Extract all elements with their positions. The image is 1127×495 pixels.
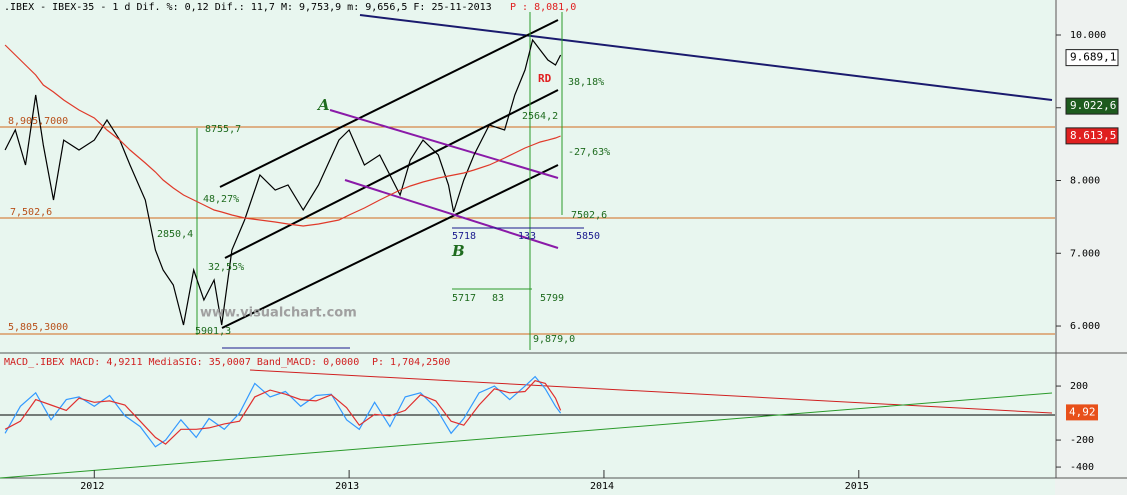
y-tick-label: 200 [1070,381,1088,392]
channel-line [224,89,559,259]
drawings [0,12,1055,479]
annotation: 8,905,7000 [8,116,68,127]
value-box [1066,404,1098,421]
price-label: 8.613,5 [1070,129,1116,142]
price-box [1065,127,1119,145]
channel-line [221,164,559,329]
price-box [1065,49,1119,67]
annotation: 133 [518,231,536,242]
annotation: 7,502,6 [10,207,52,218]
annotation: 7502,6 [571,210,607,221]
series-line [4,38,562,326]
annotation: 5,805,3000 [8,322,68,333]
annotation: 5901,3 [195,326,231,337]
annotation: 38,18% [568,77,604,88]
x-tick-label: 2015 [845,481,869,492]
x-tick-label: 2014 [590,481,614,492]
series-line [4,375,562,448]
trend-line [249,369,1053,414]
x-tick-label: 2012 [80,481,104,492]
y-tick-label: 8.000 [1070,176,1100,187]
annotation: www.visualchart.com [200,306,357,321]
channel-line [344,179,559,249]
channel-line [219,19,559,188]
price-note: P : 8,081,0 [510,2,576,13]
annotation: 2850,4 [157,229,193,240]
annotation: 32,55% [208,262,244,273]
price-label: 9.022,6 [1070,99,1116,112]
annotation: A [316,96,330,114]
annotation: 5718 [452,231,476,242]
trend-line [0,392,1053,479]
y-tick-label: -400 [1070,462,1094,473]
annotation: 2564,2 [522,111,558,122]
y-tick-label: -200 [1070,435,1094,446]
annotation: 5799 [540,293,564,304]
annotation: 48,27% [203,194,239,205]
y-tick-label: 10.000 [1070,30,1106,41]
series-line [4,380,562,445]
chart-title: MACD_.IBEX MACD: 4,9211 MediaSIG: 35,000… [4,357,359,368]
value-label: 4,92 [1069,405,1096,418]
annotation: 83 [492,293,504,304]
price-note: P: 1,704,2500 [372,357,450,368]
annotation: 8755,7 [205,124,241,135]
price-label: 9.689,1 [1070,51,1116,64]
annotation: 5850 [576,231,600,242]
chart-title: .IBEX - IBEX-35 - 1 d Dif. %: 0,12 Dif.:… [4,2,492,13]
annotation: 9,879,0 [533,334,575,345]
annotation: 5717 [452,293,476,304]
y-tick-label: 7.000 [1070,248,1100,259]
annotation: RD [538,72,552,85]
y-tick-label: 6.000 [1070,321,1100,332]
x-tick-label: 2013 [335,481,359,492]
series-line [4,44,561,227]
annotation: -27,63% [568,147,610,158]
trend-line [359,14,1053,101]
price-box [1065,97,1119,115]
channel-line [329,109,559,179]
annotation: B [451,242,465,260]
